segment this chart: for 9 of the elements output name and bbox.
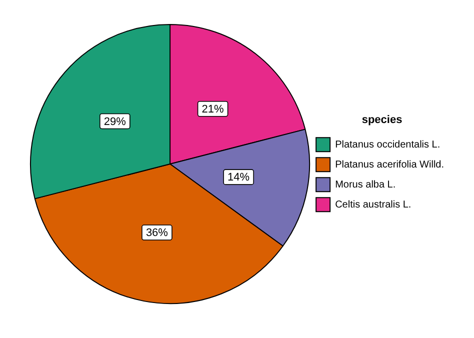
data-label: 29% xyxy=(104,116,126,128)
data-label: 21% xyxy=(202,103,224,116)
legend-label: Platanus acerifolia Willd. xyxy=(335,159,444,170)
legend-label: Platanus occidentalis L. xyxy=(335,139,440,150)
legend-label: Celtis australis L. xyxy=(335,199,412,210)
legend-label: Morus alba L. xyxy=(335,179,396,190)
data-label: 36% xyxy=(146,227,168,240)
legend-title: species xyxy=(362,114,402,126)
data-label: 14% xyxy=(228,172,250,184)
